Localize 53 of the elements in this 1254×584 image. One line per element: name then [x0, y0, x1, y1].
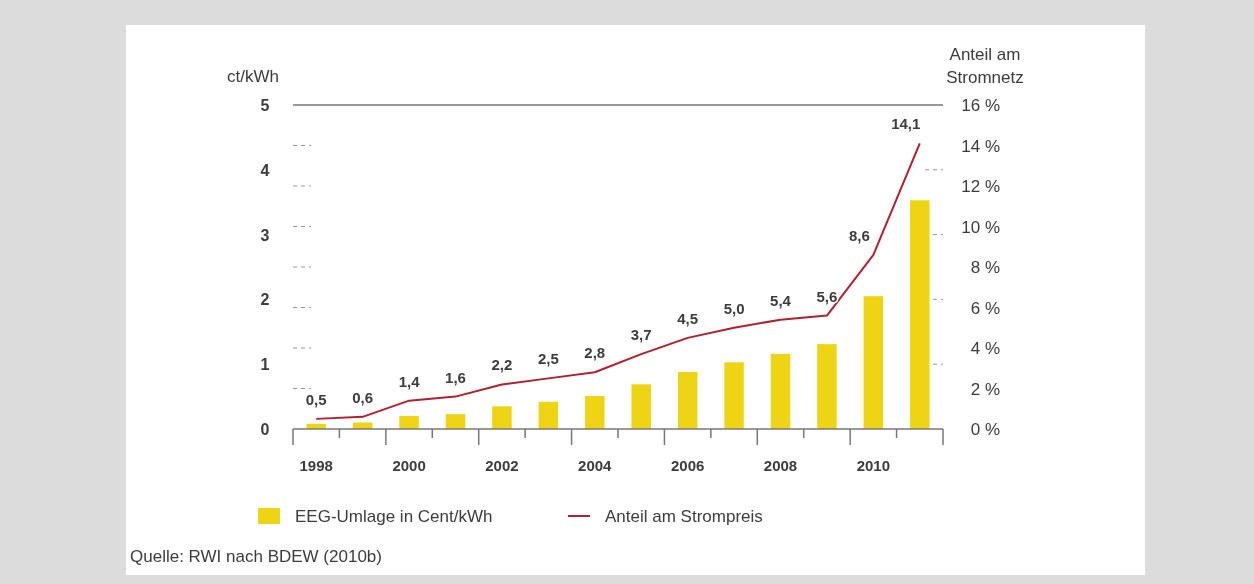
bar [863, 296, 884, 429]
y2-tick-label: 10 % [961, 217, 1000, 237]
source-note: Quelle: RWI nach BDEW (2010b) [130, 547, 382, 566]
x-tick-label: 2006 [670, 457, 705, 474]
bar [770, 353, 791, 429]
x-tick-label: 2008 [763, 457, 798, 474]
x-tick-label: 2002 [485, 457, 519, 474]
y2-tick-label: 4 % [970, 339, 1000, 358]
bar [399, 416, 419, 429]
data-label: 2,2 [491, 356, 513, 374]
data-label: 4,5 [677, 309, 699, 327]
x-tick-label: 2004 [578, 457, 613, 474]
y-tick-label: 1 [260, 356, 270, 374]
bar [724, 362, 744, 429]
bar [492, 406, 512, 429]
bar [538, 401, 559, 429]
data-label: 0,5 [305, 390, 327, 408]
bar [910, 200, 930, 429]
y-tick-label: 2 [260, 291, 270, 309]
legend-label: EEG-Umlage in Cent/kWh [295, 507, 493, 526]
y2-tick-label: 6 % [970, 298, 1000, 318]
data-label: 5,4 [770, 291, 792, 309]
y2-tick-label: 14 % [961, 136, 1000, 156]
data-label: 2,5 [537, 350, 559, 368]
bar [677, 371, 698, 429]
data-label: 3,7 [630, 326, 652, 344]
bar [585, 395, 605, 429]
bar [445, 414, 466, 429]
data-label: 14,1 [891, 115, 921, 133]
y-tick-label: 0 [260, 421, 270, 438]
x-tick-label: 1998 [299, 457, 333, 474]
data-label: 0,6 [352, 388, 374, 406]
y-axis-title: ct/kWh [227, 67, 279, 86]
y-tick-label: 4 [260, 161, 270, 179]
legend-label: Anteil am Strompreis [605, 507, 763, 526]
data-label: 5,0 [723, 299, 745, 317]
data-label: 1,6 [445, 368, 466, 386]
y2-tick-label: 0 % [970, 420, 1000, 439]
data-label: 2,8 [584, 344, 606, 362]
y2-tick-label: 16 % [961, 96, 1000, 115]
data-label: 5,6 [816, 287, 838, 305]
data-label: 8,6 [848, 226, 870, 244]
data-label: 1,4 [398, 372, 421, 390]
y2-axis-title: Anteil am Stromnetz [946, 45, 1024, 87]
y2-tick-label: 12 % [961, 177, 1000, 196]
x-tick-label: 2000 [392, 457, 426, 474]
bar [817, 344, 837, 429]
y2-tick-label: 2 % [970, 379, 1000, 399]
y-tick-label: 5 [260, 97, 270, 114]
y-tick-label: 3 [260, 226, 270, 244]
x-tick-label: 2010 [856, 457, 891, 474]
y2-tick-label: 8 % [970, 258, 1000, 277]
bar [631, 384, 651, 429]
